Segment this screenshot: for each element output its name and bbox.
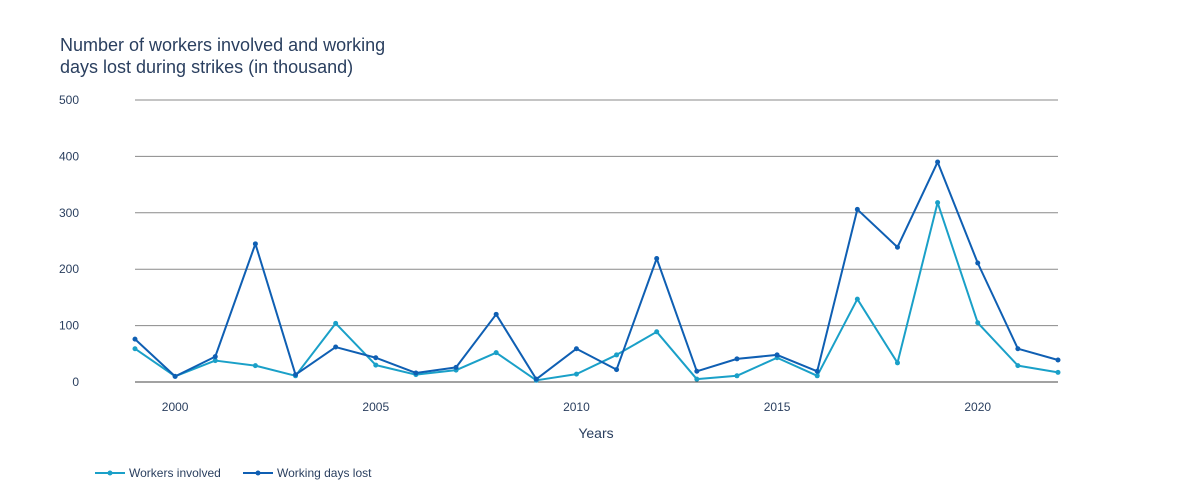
legend-marker-icon: [255, 470, 261, 476]
x-axis-title: Years: [578, 425, 613, 441]
data-point[interactable]: [252, 363, 258, 369]
data-point[interactable]: [694, 376, 700, 382]
x-tick-label: 2005: [362, 400, 389, 414]
series-working-days-lost: [132, 159, 1061, 382]
chart-title-line-1: Number of workers involved and working: [60, 35, 385, 55]
data-point[interactable]: [212, 358, 218, 364]
data-point[interactable]: [333, 320, 339, 326]
data-point[interactable]: [252, 241, 258, 247]
x-tick-label: 2000: [162, 400, 189, 414]
data-point[interactable]: [293, 372, 299, 378]
data-point[interactable]: [493, 311, 499, 317]
x-tick-label: 2020: [964, 400, 991, 414]
data-point[interactable]: [132, 336, 138, 342]
data-point[interactable]: [614, 367, 620, 373]
data-point[interactable]: [814, 373, 820, 379]
data-point[interactable]: [1015, 346, 1021, 352]
legend-label: Working days lost: [277, 466, 372, 480]
y-tick-label: 200: [59, 262, 79, 276]
data-point[interactable]: [1015, 363, 1021, 369]
y-tick-label: 100: [59, 319, 79, 333]
data-point[interactable]: [774, 352, 780, 358]
data-point[interactable]: [453, 364, 459, 370]
data-point[interactable]: [373, 362, 379, 368]
series-group: [132, 159, 1061, 383]
chart-title-line-2: days lost during strikes (in thousand): [60, 57, 353, 77]
data-point[interactable]: [132, 346, 138, 352]
legend-marker-icon: [107, 470, 113, 476]
data-point[interactable]: [654, 329, 660, 335]
data-point[interactable]: [854, 206, 860, 212]
data-point[interactable]: [373, 355, 379, 361]
data-point[interactable]: [212, 354, 218, 360]
x-tick-label: 2015: [764, 400, 791, 414]
legend-item[interactable]: Working days lost: [243, 466, 372, 480]
data-point[interactable]: [894, 360, 900, 366]
data-point[interactable]: [975, 260, 981, 266]
data-point[interactable]: [854, 296, 860, 302]
data-point[interactable]: [573, 371, 579, 377]
data-point[interactable]: [573, 346, 579, 352]
legend-label: Workers involved: [129, 466, 221, 480]
y-axis-ticks: 0 100 200 300 400 500: [59, 93, 79, 389]
data-point[interactable]: [734, 373, 740, 379]
y-tick-label: 300: [59, 206, 79, 220]
x-tick-label: 2010: [563, 400, 590, 414]
series-workers-involved: [132, 200, 1061, 383]
data-point[interactable]: [654, 255, 660, 261]
legend-item[interactable]: Workers involved: [95, 466, 221, 480]
data-point[interactable]: [333, 344, 339, 350]
data-point[interactable]: [734, 356, 740, 362]
y-tick-label: 400: [59, 149, 79, 163]
series-line: [134, 201, 1059, 382]
data-point[interactable]: [694, 368, 700, 374]
data-point[interactable]: [493, 350, 499, 356]
chart-title: Number of workers involved and working d…: [60, 35, 385, 77]
data-point[interactable]: [975, 320, 981, 326]
data-point[interactable]: [935, 200, 941, 206]
data-point[interactable]: [172, 373, 178, 379]
series-line: [134, 161, 1059, 381]
data-point[interactable]: [1055, 369, 1061, 375]
x-axis-ticks: 2000 2005 2010 2015 2020: [162, 400, 992, 414]
data-point[interactable]: [894, 244, 900, 250]
data-point[interactable]: [814, 368, 820, 374]
data-point[interactable]: [1055, 357, 1061, 363]
y-tick-label: 500: [59, 93, 79, 107]
data-point[interactable]: [935, 159, 941, 165]
y-tick-label: 0: [72, 375, 79, 389]
gridlines: [135, 99, 1058, 383]
legend[interactable]: Workers involved Working days lost: [95, 466, 372, 480]
data-point[interactable]: [413, 370, 419, 376]
data-point[interactable]: [533, 376, 539, 382]
data-point[interactable]: [614, 352, 620, 358]
